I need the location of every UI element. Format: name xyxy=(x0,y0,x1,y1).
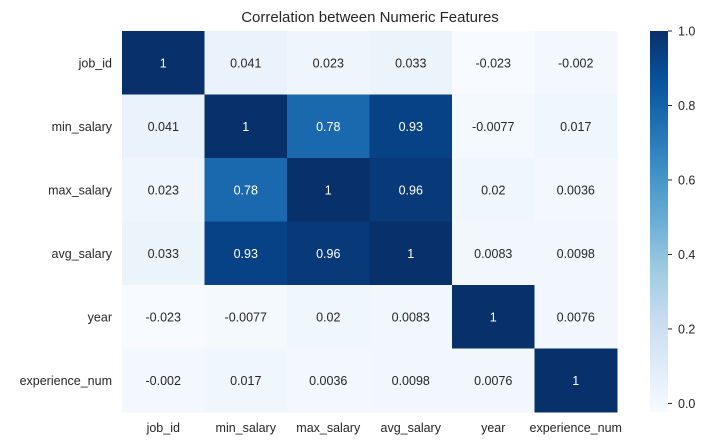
cell-label: 0.93 xyxy=(399,120,423,134)
cell-label: 0.0076 xyxy=(474,374,512,388)
heatmap-cell xyxy=(534,158,618,222)
heatmap-cell xyxy=(287,348,370,413)
cell-label: -0.023 xyxy=(146,310,181,324)
heatmap-cell xyxy=(452,285,535,349)
row-tick-labels: job_id min_salary max_salary avg_salaryyear… xyxy=(20,56,113,388)
heatmap-cell xyxy=(122,31,205,95)
cell-label: 0.033 xyxy=(148,247,179,261)
column-tick-label: job_id xyxy=(146,421,180,435)
heatmap-cell xyxy=(369,158,453,222)
heatmap-cell xyxy=(369,221,453,286)
heatmap-cell xyxy=(369,94,453,159)
colorbar-tick-label: 0.4 xyxy=(678,248,695,262)
heatmap-cell xyxy=(534,348,618,413)
cell-label: 0.033 xyxy=(395,56,426,70)
cell-label: 0.0098 xyxy=(392,374,430,388)
heatmap-cell xyxy=(369,285,453,349)
column-tick-label: year xyxy=(481,421,505,435)
cell-label: 0.0098 xyxy=(557,247,595,261)
heatmap-cell xyxy=(452,94,535,159)
heatmap-cell xyxy=(122,285,205,349)
cell-label: 0.023 xyxy=(148,183,179,197)
heatmap-cell xyxy=(204,158,288,222)
heatmap-cell xyxy=(287,285,370,349)
row-tick-label: max_salary xyxy=(48,183,113,197)
heatmap-cell xyxy=(452,31,535,95)
cell-label: 1 xyxy=(325,183,332,197)
heatmap-cell xyxy=(204,348,288,413)
column-tick-label: min_salary xyxy=(216,421,277,435)
colorbar-tick-label: 0.2 xyxy=(678,322,695,336)
heatmap-cell xyxy=(452,221,535,286)
cell-label: 0.0036 xyxy=(309,374,347,388)
colorbar-tick-label: 1.0 xyxy=(678,25,695,39)
cell-label: -0.002 xyxy=(558,56,593,70)
colorbar-gradient xyxy=(650,31,668,412)
cell-label: 0.0076 xyxy=(557,310,595,324)
cell-label: 0.96 xyxy=(399,183,423,197)
cell-label: 0.02 xyxy=(316,310,340,324)
heatmap-cell xyxy=(534,94,618,159)
cell-label: 0.023 xyxy=(313,56,344,70)
row-tick-label: job_id xyxy=(78,56,112,70)
cell-label: 1 xyxy=(160,56,167,70)
heatmap-cell xyxy=(204,285,288,349)
heatmap-cell xyxy=(534,31,618,95)
row-tick-label: min_salary xyxy=(52,120,113,134)
heatmap-cell xyxy=(534,221,618,286)
heatmap-cell xyxy=(204,31,288,95)
column-tick-label: experience_num xyxy=(530,421,622,435)
colorbar: 0.0 0.2 0.4 0.6 0.8 1.0 xyxy=(650,25,695,412)
cell-label: -0.0077 xyxy=(472,120,514,134)
heatmap-cell xyxy=(452,348,535,413)
column-tick-label: max_salary xyxy=(296,421,361,435)
heatmap-cell xyxy=(369,31,453,95)
heatmap-cell xyxy=(287,158,370,222)
heatmap-cell xyxy=(287,31,370,95)
cell-label: 1 xyxy=(572,374,579,388)
heatmap-cell xyxy=(534,285,618,349)
cell-label: 0.02 xyxy=(481,183,505,197)
cell-label: 0.78 xyxy=(316,120,340,134)
heatmap-cell xyxy=(122,94,205,159)
row-tick-label: experience_num xyxy=(20,374,112,388)
colorbar-tick-label: 0.6 xyxy=(678,173,695,187)
cell-label: 0.96 xyxy=(316,247,340,261)
heatmap-cell xyxy=(122,221,205,286)
heatmap-cell xyxy=(369,348,453,413)
cell-label: 0.041 xyxy=(230,56,261,70)
cell-label: 0.0083 xyxy=(392,310,430,324)
row-tick-label: avg_salary xyxy=(52,247,113,261)
cell-label: 0.017 xyxy=(560,120,591,134)
heatmap-cell xyxy=(204,221,288,286)
heatmap-cell xyxy=(122,348,205,413)
cell-label: -0.002 xyxy=(146,374,181,388)
colorbar-ticks: 0.0 0.2 0.4 0.6 0.8 1.0 xyxy=(668,25,695,411)
cell-label: 0.0036 xyxy=(557,183,595,197)
heatmap-cell xyxy=(204,94,288,159)
heatmap-cells: 1 0.041 0.023 0.033 -0.023 -0.002 0.041 1 0.78 0.… xyxy=(122,31,618,413)
cell-label: 0.041 xyxy=(148,120,179,134)
cell-label: -0.023 xyxy=(476,56,511,70)
cell-label: 0.0083 xyxy=(474,247,512,261)
cell-label: 0.78 xyxy=(234,183,258,197)
cell-label: 1 xyxy=(242,120,249,134)
heatmap-cell xyxy=(287,221,370,286)
cell-label: 1 xyxy=(490,310,497,324)
heatmap-cell xyxy=(287,94,370,159)
cell-label: 1 xyxy=(407,247,414,261)
colorbar-tick-label: 0.8 xyxy=(678,99,695,113)
column-tick-label: avg_salary xyxy=(381,421,442,435)
colorbar-tick-label: 0.0 xyxy=(678,397,695,411)
heatmap-cell xyxy=(122,158,205,222)
column-tick-labels: job_id min_salary max_salary avg_salary year… xyxy=(146,421,622,435)
heatmap-cell xyxy=(452,158,535,222)
cell-label: 0.017 xyxy=(230,374,261,388)
chart-title: Correlation between Numeric Features xyxy=(241,9,499,26)
cell-label: -0.0077 xyxy=(225,310,267,324)
row-tick-label: year xyxy=(88,310,112,324)
cell-label: 0.93 xyxy=(234,247,258,261)
